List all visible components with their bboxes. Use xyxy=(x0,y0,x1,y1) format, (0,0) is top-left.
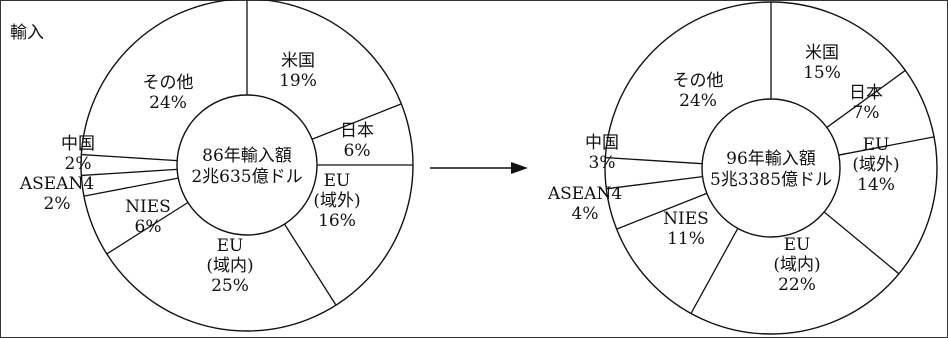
slice-label: EU (域外) 14% xyxy=(852,135,899,195)
slice-boundary xyxy=(311,103,402,140)
slice-boundary xyxy=(616,192,708,230)
slice-boundary xyxy=(690,228,739,314)
center-total-label: 86年輸入額 2兆635億ドル xyxy=(191,146,302,187)
pie-chart-1996: 米国 15%日本 7% EU (域外) 14% EU (域内) 22% NIES 11% ASEAN4… xyxy=(547,1,938,335)
slice-label: 日本 7% xyxy=(849,83,883,123)
slice-label: 米国 15% xyxy=(803,43,841,83)
slice-label: EU (域外) 16% xyxy=(313,171,360,231)
pie-chart-1986: 米国 19% 日本 6% EU (域外) 16% EU (域内) 25% NIES 6% ASEAN4 2… xyxy=(19,0,414,332)
slice-label: ASEAN4 2% xyxy=(19,174,94,214)
slice-label: 米国 19% xyxy=(279,51,317,91)
slice-boundary xyxy=(283,223,337,306)
slice-boundary xyxy=(826,69,906,128)
slice-boundary xyxy=(83,177,179,197)
slice-boundary xyxy=(106,201,189,255)
slice-label: その他 24% xyxy=(143,73,194,113)
slice-label: EU (域内) 25% xyxy=(206,236,253,296)
center-total-label: 96年輸入額 5兆3385億ドル xyxy=(710,149,832,190)
slice-boundary xyxy=(606,176,703,190)
slice-boundary xyxy=(838,136,935,156)
slice-boundary xyxy=(81,153,178,162)
slice-label: NIES 11% xyxy=(663,209,709,249)
figure-title: 輸入 xyxy=(10,23,44,43)
slice-label: EU (域内) 22% xyxy=(773,235,820,295)
slice-label: ASEAN4 4% xyxy=(547,184,622,224)
slice-label: その他 24% xyxy=(673,71,724,111)
slice-label: 日本 6% xyxy=(340,121,374,161)
arrow-head-icon xyxy=(511,162,528,174)
slice-boundary xyxy=(605,156,703,165)
slice-boundary xyxy=(81,168,178,177)
slice-label: NIES 6% xyxy=(125,197,171,237)
slice-label: 中国 3% xyxy=(585,133,619,173)
slice-label: 中国 2% xyxy=(61,134,95,174)
slice-boundary xyxy=(823,211,900,275)
